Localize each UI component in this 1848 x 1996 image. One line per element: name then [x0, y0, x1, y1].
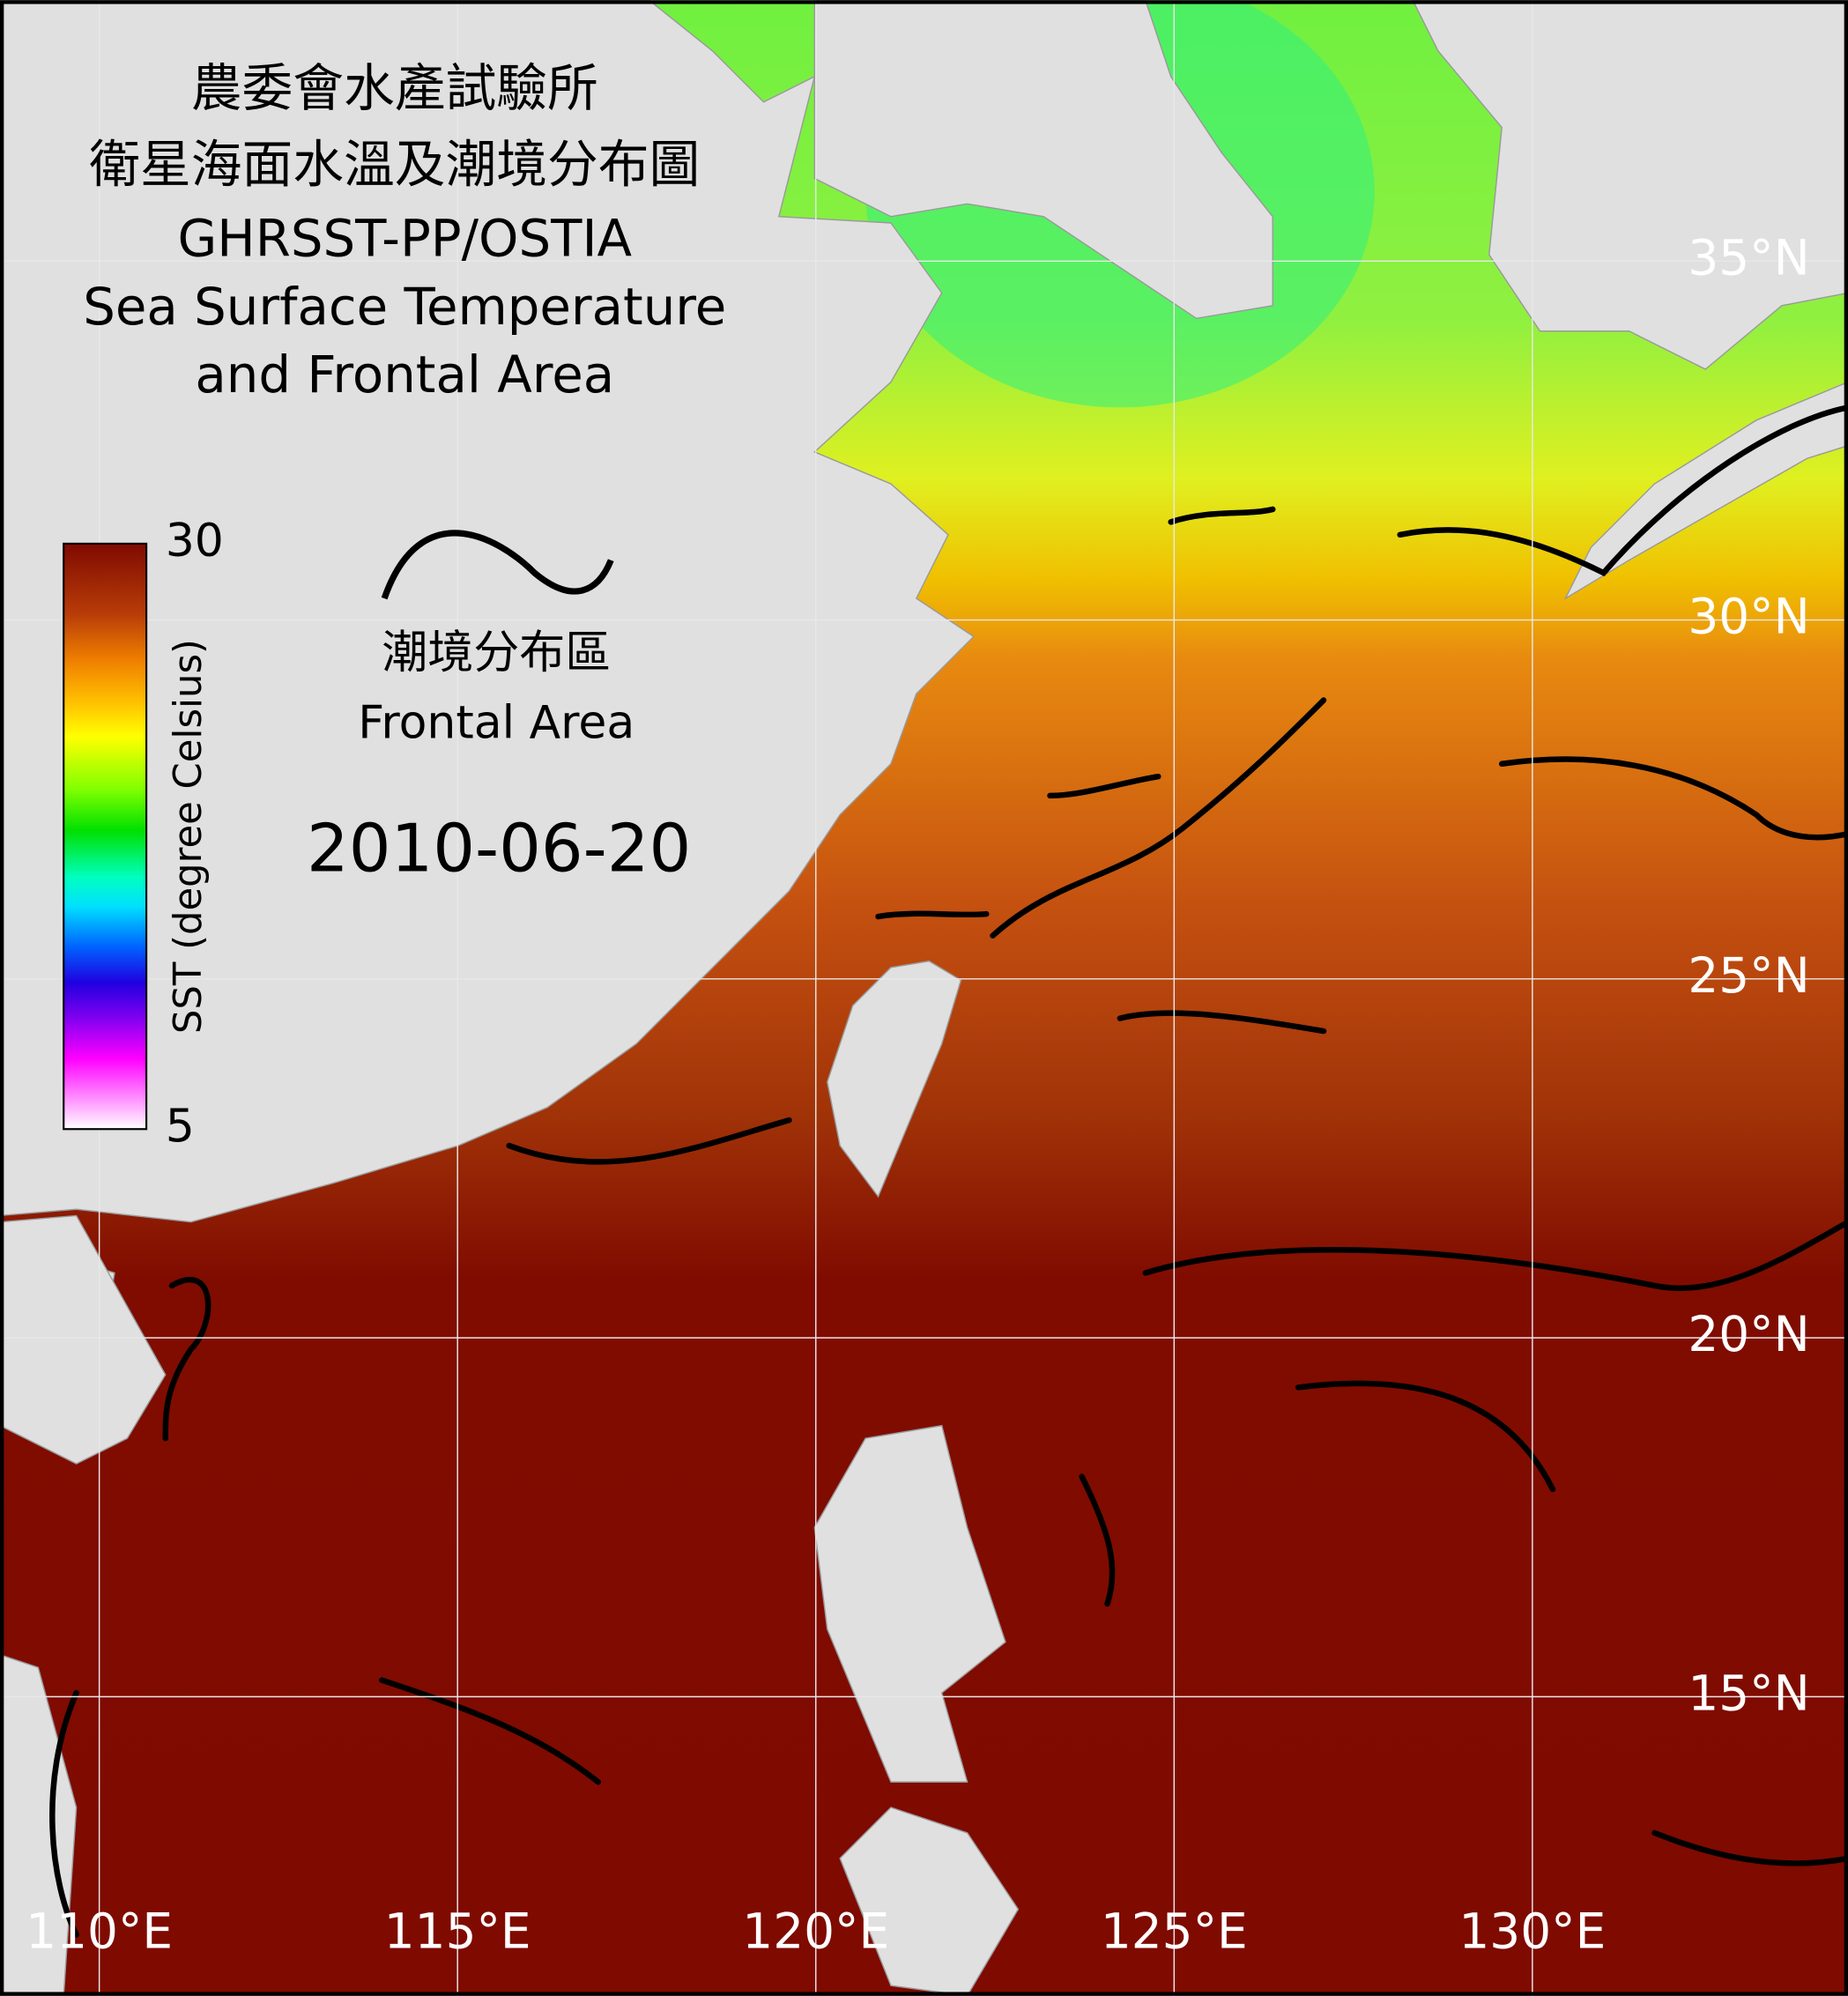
- latitude-label: 20°N: [1688, 1306, 1809, 1362]
- front-line: [1651, 1829, 1848, 1866]
- latitude-label: 25°N: [1688, 947, 1809, 1004]
- front-line: [162, 1277, 212, 1442]
- taiwan: [826, 960, 962, 1198]
- front-line: [1168, 506, 1276, 525]
- title-line: 衛星海面水溫及潮境分布圖: [89, 134, 700, 194]
- legend-label: Frontal Area: [358, 696, 635, 749]
- leizhou: [0, 1214, 167, 1465]
- title-line: and Frontal Area: [195, 345, 614, 404]
- longitude-label: 125°E: [1101, 1903, 1248, 1960]
- title-line: GHRSST-PP/OSTIA: [178, 208, 633, 268]
- front-line: [1397, 404, 1848, 577]
- front-line: [1295, 1380, 1556, 1493]
- graticule-labels: 35°N 30°N 25°N 20°N 15°N 110°E 115°E 120°E 125°E…: [26, 229, 1809, 1959]
- front-line: [990, 697, 1327, 939]
- longitude-label: 130°E: [1458, 1903, 1606, 1960]
- vietnam: [0, 1653, 78, 1996]
- legend: 潮境分布區 Frontal Area: [358, 530, 635, 749]
- korea: [1412, 0, 1848, 370]
- front-line: [1117, 1010, 1327, 1035]
- legend-front-symbol: [381, 530, 614, 600]
- luzon: [813, 1424, 1006, 1783]
- front-line: [1079, 1473, 1116, 1607]
- longitude-label: 110°E: [26, 1903, 173, 1960]
- shandong: [813, 0, 1273, 320]
- latitude-label: 35°N: [1688, 229, 1809, 286]
- latitude-label: 15°N: [1688, 1665, 1809, 1721]
- front-line: [1047, 773, 1161, 799]
- title-block: 農委會水產試驗所 衛星海面水溫及潮境分布圖 GHRSST-PP/OSTIA Se…: [83, 58, 726, 404]
- front-line: [49, 1689, 79, 1938]
- front-line: [1498, 756, 1848, 841]
- front-line: [1142, 1219, 1848, 1291]
- longitude-label: 115°E: [384, 1903, 531, 1960]
- legend-label: 潮境分布區: [382, 627, 611, 679]
- colorbar-tick-label: 5: [166, 1100, 195, 1153]
- frontal-areas: [49, 404, 1848, 1938]
- colorbar-tick-label: 30: [166, 515, 224, 568]
- map-date: 2010-06-20: [307, 809, 691, 887]
- colorbar-label: SST (degree Celsius): [167, 639, 211, 1034]
- colorbar-scale: [63, 542, 148, 1131]
- china-coast: [0, 0, 975, 1223]
- longitude-label: 120°E: [742, 1903, 889, 1960]
- front-line: [875, 910, 990, 920]
- colorbar: SST (degree Celsius) 30 5: [63, 515, 224, 1153]
- latitude-label: 30°N: [1688, 589, 1809, 645]
- title-line: Sea Surface Temperature: [83, 277, 726, 337]
- front-line: [506, 1117, 792, 1165]
- title-line: 農委會水產試驗所: [191, 58, 598, 118]
- front-line: [379, 1677, 602, 1785]
